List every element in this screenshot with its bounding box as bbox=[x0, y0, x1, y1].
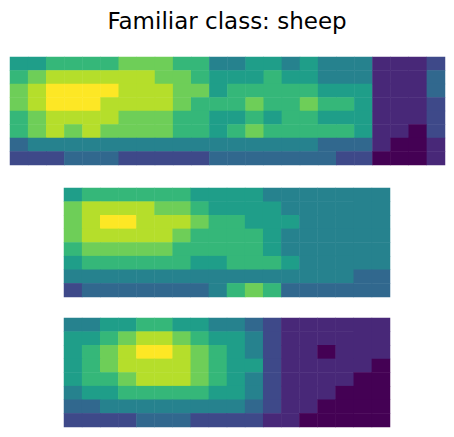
svg-text:Familiar class: sheep: Familiar class: sheep bbox=[107, 8, 346, 34]
